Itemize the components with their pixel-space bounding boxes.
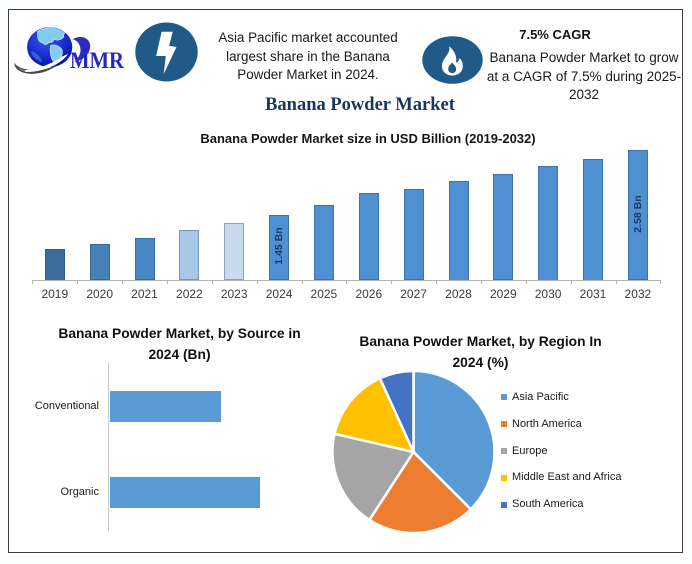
svg-text:MMR: MMR [70,48,124,73]
